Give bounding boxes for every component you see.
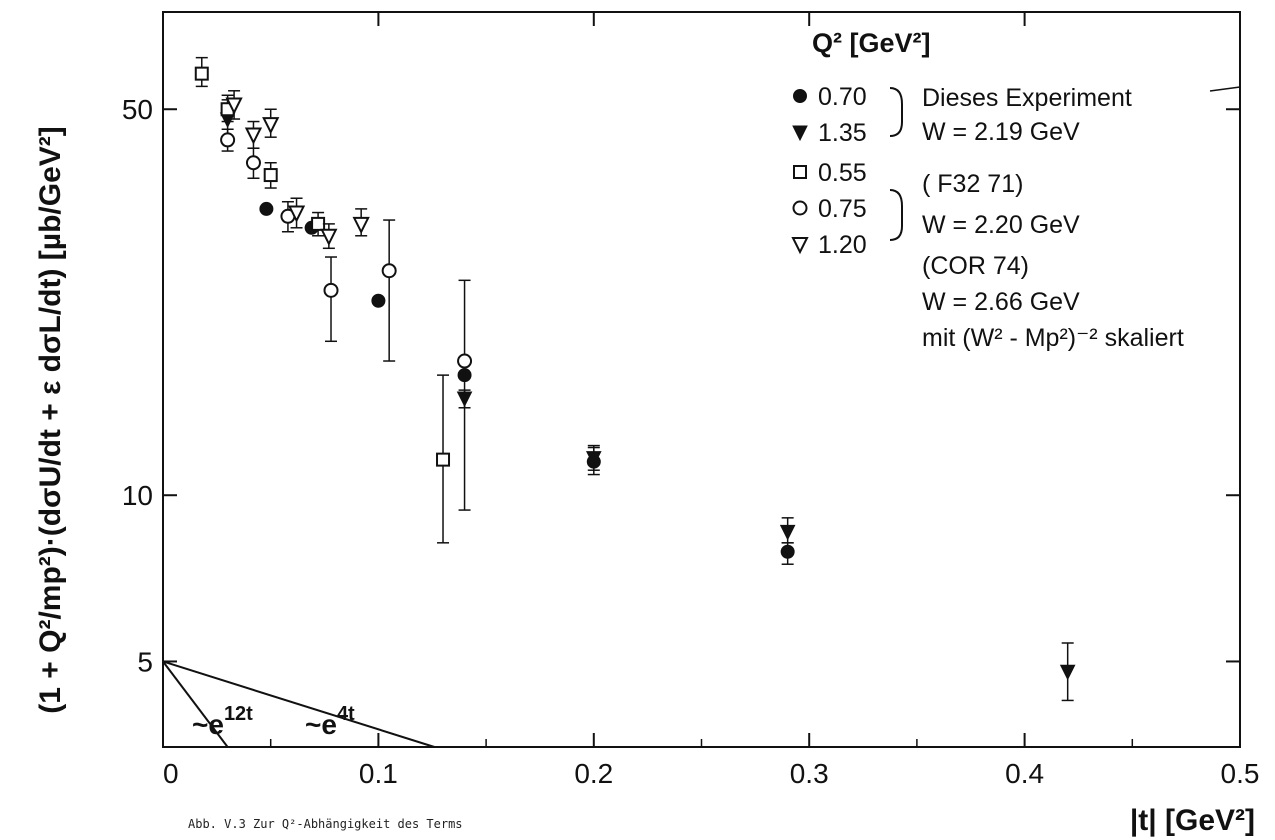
data-point-2-0	[194, 56, 209, 88]
marker-open-circle	[323, 282, 339, 298]
x-tick-label-0: 0	[163, 758, 179, 789]
legend-item-3: 0.75	[792, 195, 867, 223]
x-tick-label-2: 0.2	[574, 758, 613, 789]
legend-brace-2	[889, 189, 903, 241]
marker-open-triangle-down	[244, 127, 263, 145]
marker-open-triangle-down	[287, 205, 306, 223]
decay-line-1	[162, 660, 435, 748]
data-point-0-2	[371, 293, 386, 308]
data-point-0-0	[259, 201, 274, 216]
legend: Q² [GeV²] 0.70 1.35 0.55 0.75 1.20 Dieses Ex…	[791, 28, 1241, 352]
y-tick-label-1: 10	[122, 480, 153, 511]
legend-label-3: 0.75	[818, 195, 867, 223]
marker-open-circle	[381, 263, 397, 279]
figure-caption: Abb. V.3 Zur Q²-Abhängigkeit des Terms	[188, 817, 463, 831]
marker-open-square	[311, 216, 326, 231]
x-axis-label: |t| [GeV²]	[1130, 804, 1255, 837]
legend-note-w219: W = 2.19 GeV	[922, 118, 1080, 146]
data-point-4-5	[352, 208, 370, 237]
legend-note-scaling: mit (W² - Mp²)⁻² skaliert	[922, 324, 1184, 352]
legend-marker-open-square	[793, 165, 807, 179]
legend-label-2: 0.55	[818, 159, 867, 187]
data-point-4-4	[320, 223, 338, 250]
marker-open-triangle-down	[225, 97, 243, 115]
y-axis-label: (1 + Q²/mp²)·(dσU/dt + ε dσL/dt) [µb/GeV…	[34, 126, 67, 714]
legend-marker-filled-triangle-down	[792, 125, 808, 142]
legend-note-f32: ( F32 71)	[922, 170, 1023, 198]
data-point-3-4	[381, 219, 397, 362]
legend-item-2: 0.55	[793, 159, 867, 187]
marker-open-circle	[245, 155, 261, 171]
legend-label-1: 1.35	[818, 119, 867, 147]
data-point-3-5	[457, 279, 473, 511]
marker-open-triangle-down	[262, 117, 280, 135]
data-point-4-1	[244, 120, 263, 149]
legend-label-0: 0.70	[818, 83, 867, 111]
x-tick-label-5: 0.5	[1221, 758, 1260, 789]
data-point-1-2	[585, 444, 602, 471]
y-tick-label-0: 5	[137, 646, 153, 677]
data-point-2-4	[436, 374, 451, 544]
marker-open-triangle-down	[352, 216, 370, 235]
marker-open-circle	[220, 132, 236, 148]
marker-open-square	[194, 66, 209, 81]
marker-filled-triangle-down	[779, 524, 796, 541]
legend-marker-filled-circle	[793, 89, 807, 103]
legend-label-4: 1.20	[818, 231, 867, 259]
legend-item-4: 1.20	[791, 231, 867, 259]
marker-filled-circle	[780, 544, 795, 559]
legend-note-w220: W = 2.20 GeV	[922, 211, 1080, 239]
legend-item-0: 0.70	[793, 83, 867, 111]
data-point-3-3	[323, 256, 339, 343]
data-point-0-5	[780, 542, 795, 565]
marker-filled-triangle-down	[585, 451, 602, 467]
decay-label-0: ~e12t	[192, 703, 253, 740]
x-tick-label-4: 0.4	[1005, 758, 1044, 789]
marker-open-square	[263, 168, 278, 183]
decay-label-1: ~e4t	[305, 703, 355, 740]
data-point-3-0	[220, 128, 236, 152]
legend-marker-open-circle	[792, 200, 808, 216]
data-point-3-1	[245, 147, 261, 179]
marker-open-circle	[457, 353, 473, 369]
marker-filled-triangle-down	[1059, 664, 1076, 681]
data-point-4-2	[262, 108, 280, 138]
marker-filled-circle	[259, 201, 274, 216]
legend-brace-1	[889, 87, 903, 137]
marker-open-triangle-down	[320, 228, 338, 247]
x-tick-label-3: 0.3	[790, 758, 829, 789]
legend-note-cor74: (COR 74)	[922, 252, 1029, 280]
data-point-1-3	[779, 517, 796, 544]
marker-open-square	[436, 452, 451, 467]
legend-note-w266: W = 2.66 GeV	[922, 288, 1080, 316]
legend-marker-open-triangle-down	[791, 237, 809, 255]
data-point-4-3	[287, 197, 306, 229]
legend-item-1: 1.35	[792, 119, 867, 147]
legend-title: Q² [GeV²]	[812, 28, 931, 58]
legend-pointer-line	[1209, 86, 1241, 92]
y-tick-label-2: 50	[122, 94, 153, 125]
data-point-4-0	[225, 90, 243, 120]
decay-line-0	[162, 660, 229, 748]
x-tick-label-1: 0.1	[359, 758, 398, 789]
data-point-2-2	[263, 162, 278, 189]
data-point-2-3	[311, 211, 326, 237]
data-point-1-4	[1059, 642, 1076, 702]
marker-filled-circle	[371, 293, 386, 308]
legend-note-dieses-experiment: Dieses Experiment	[922, 84, 1132, 112]
